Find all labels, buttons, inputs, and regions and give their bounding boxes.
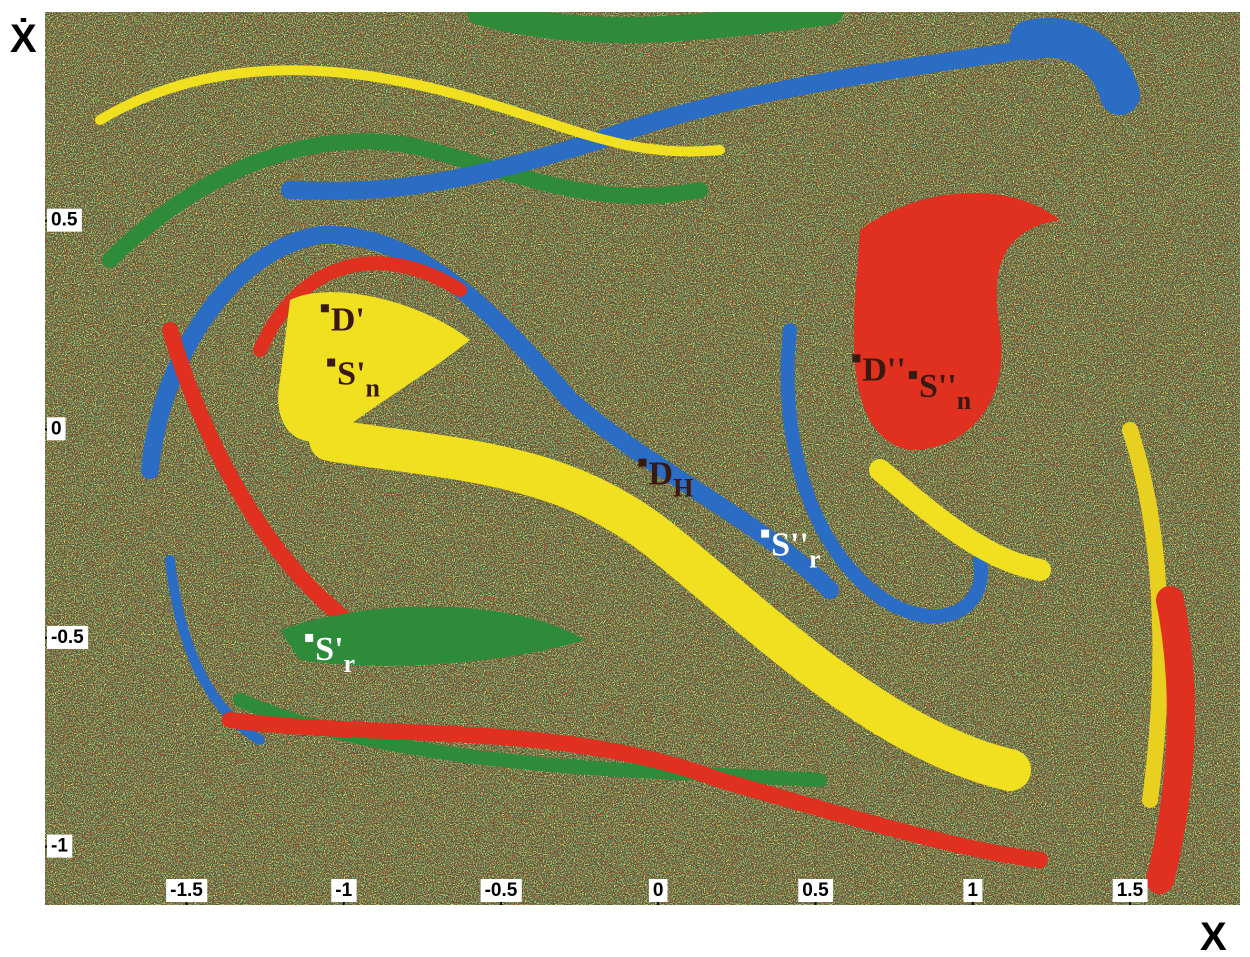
- point-label-sub: r: [344, 649, 356, 678]
- point-label-main: S': [337, 356, 365, 393]
- point-marker: [639, 459, 647, 467]
- basin-map: [45, 12, 1240, 905]
- point-label-sub: r: [809, 545, 821, 574]
- tick-label-group: 1: [963, 879, 982, 902]
- tick-label: -1.5: [170, 880, 203, 901]
- tick-label: -1: [335, 880, 352, 901]
- point-marker: [909, 371, 917, 379]
- point-label: D'': [862, 351, 905, 388]
- x-axis-label: X: [1200, 915, 1227, 957]
- tick-label-group: -1: [331, 879, 356, 902]
- point-marker: [327, 359, 335, 367]
- tick-label: 0: [51, 418, 62, 439]
- point-label-main: D: [649, 456, 674, 493]
- tick-label: 1.5: [1117, 880, 1144, 901]
- point-marker: [852, 354, 860, 362]
- tick-label-group: 1.5: [1113, 879, 1148, 902]
- tick-label-group: -1: [47, 835, 72, 858]
- tick-label-group: -0.5: [481, 879, 522, 902]
- tick-label-group: 0.5: [798, 879, 833, 902]
- y-axis-label: Ẋ: [10, 17, 37, 61]
- tick-label: -1: [51, 836, 68, 857]
- tick-label: 0.5: [802, 880, 829, 901]
- point-marker: [761, 530, 769, 538]
- tick-label: -0.5: [51, 627, 84, 648]
- point-label-main: D': [331, 301, 365, 338]
- point-label-main: S': [315, 631, 343, 668]
- tick-label: -0.5: [485, 880, 518, 901]
- chart: Ẋ X -1.5-1-0.500.511.50.50-0.5-1D'S'nD''…: [0, 0, 1250, 957]
- tick-label-group: -1.5: [166, 879, 207, 902]
- point-label-sub: H: [673, 474, 693, 503]
- point-label-sub: n: [957, 386, 972, 415]
- point-label: D': [331, 301, 365, 338]
- tick-label-group: 0: [47, 417, 66, 440]
- tick-label: 1: [967, 880, 978, 901]
- point-marker: [321, 304, 329, 312]
- tick-label-group: 0.5: [47, 209, 82, 232]
- point-label-main: S'': [771, 527, 809, 564]
- tick-label: 0: [653, 880, 664, 901]
- point-label-sub: n: [366, 374, 381, 403]
- tick-label: 0.5: [51, 210, 78, 231]
- point-marker: [305, 634, 313, 642]
- tick-label-group: -0.5: [47, 626, 88, 649]
- point-label-main: S'': [919, 368, 957, 405]
- point-label-main: D'': [862, 351, 905, 388]
- tick-label-group: 0: [649, 879, 668, 902]
